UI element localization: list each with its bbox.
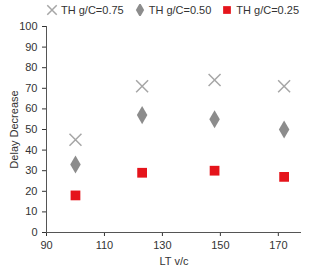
svg-text:170: 170: [269, 239, 287, 251]
svg-text:110: 110: [96, 239, 114, 251]
svg-text:20: 20: [25, 185, 37, 197]
svg-text:130: 130: [153, 239, 171, 251]
svg-text:50: 50: [25, 123, 37, 135]
svg-text:70: 70: [25, 82, 37, 94]
svg-text:40: 40: [25, 144, 37, 156]
html-text:TH g/C=0.50: TH g/C=0.50: [148, 4, 212, 16]
svg-text:100: 100: [19, 20, 37, 32]
svg-text:90: 90: [25, 41, 37, 53]
html-text:TH g/C=0.25: TH g/C=0.25: [236, 4, 299, 16]
svg-text:Delay Decrease: Delay Decrease: [8, 90, 20, 168]
html-text:TH g/C=0.75: TH g/C=0.75: [61, 4, 124, 16]
svg-text:60: 60: [25, 102, 37, 114]
svg-text:LT v/c: LT v/c: [160, 255, 189, 267]
svg-text:30: 30: [25, 164, 37, 176]
svg-text:150: 150: [211, 239, 229, 251]
svg-text:0: 0: [31, 226, 37, 238]
svg-text:10: 10: [25, 205, 37, 217]
svg-text:80: 80: [25, 61, 37, 73]
svg-text:90: 90: [40, 239, 52, 251]
